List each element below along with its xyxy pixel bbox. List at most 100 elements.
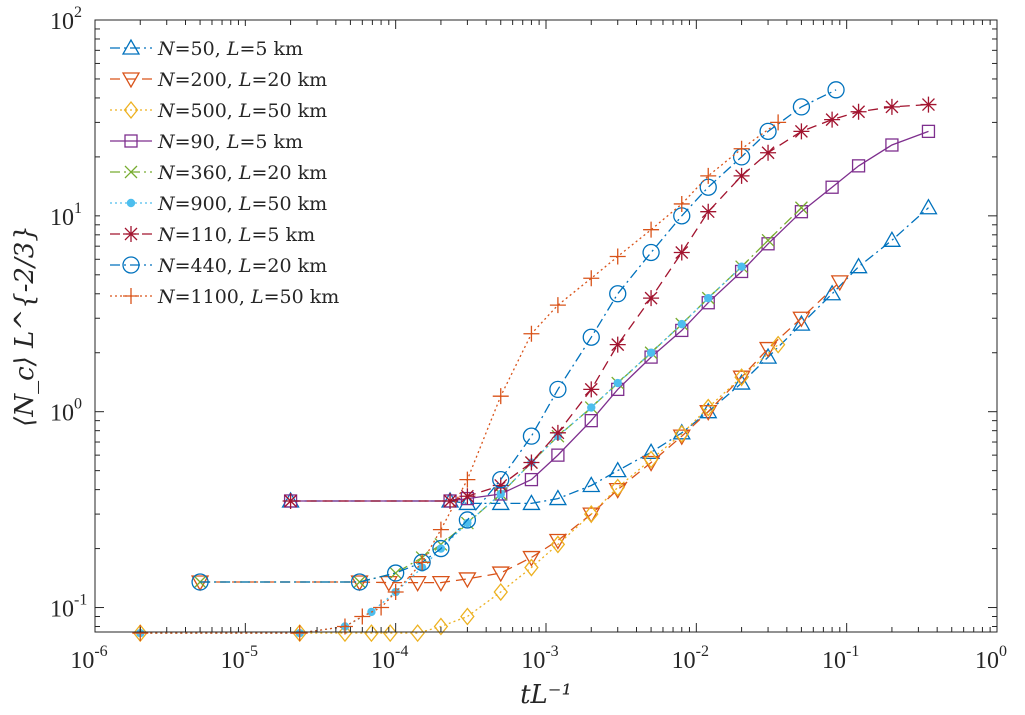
data-point	[792, 314, 811, 331]
data-point	[387, 584, 404, 601]
data-point	[677, 319, 686, 329]
data-point	[522, 550, 541, 567]
data-point	[432, 539, 450, 558]
data-point	[522, 494, 541, 511]
data-point	[433, 617, 449, 636]
data-point	[827, 81, 845, 99]
data-point	[496, 489, 505, 499]
data-point	[582, 328, 600, 346]
x-axis-label: tL⁻¹	[520, 680, 572, 710]
data-point	[700, 203, 717, 220]
data-point	[587, 403, 596, 412]
data-point	[364, 624, 379, 643]
series-7	[282, 96, 937, 509]
x-tick-label: 10-6	[70, 643, 107, 674]
data-point	[551, 448, 565, 462]
data-point	[387, 564, 405, 582]
y-tick-label: 101	[50, 200, 82, 231]
data-point	[460, 607, 475, 626]
y-tick-label: 10-1	[50, 592, 87, 623]
legend-label: N=440, L=20 km	[157, 255, 327, 277]
data-point	[759, 122, 777, 141]
legend-label: N=360, L=20 km	[157, 162, 327, 184]
legend-label: N=90, L=5 km	[157, 131, 303, 153]
legend-label: N=500, L=50 km	[157, 100, 327, 122]
data-point	[643, 450, 659, 469]
legend-box	[100, 26, 370, 312]
data-point	[701, 398, 716, 417]
data-point	[442, 492, 459, 509]
series-line	[200, 89, 837, 583]
data-point	[582, 476, 601, 493]
data-point	[549, 380, 567, 399]
y-tick-label: 100	[50, 396, 82, 427]
data-point	[704, 293, 713, 303]
data-point	[641, 443, 661, 459]
data-point	[549, 297, 566, 314]
legend-label: N=200, L=20 km	[157, 69, 327, 91]
data-point	[761, 237, 775, 251]
legend-item: N=1100, L=50 km	[110, 286, 339, 308]
data-point	[191, 573, 209, 591]
data-point	[582, 507, 601, 524]
data-point	[824, 111, 841, 128]
data-point	[523, 454, 540, 471]
legend-item: N=900, L=50 km	[110, 193, 327, 215]
data-point	[609, 248, 626, 265]
data-point	[550, 535, 566, 554]
data-point	[389, 566, 403, 580]
data-point	[794, 205, 809, 219]
legend-marker	[121, 72, 141, 89]
data-point	[491, 566, 510, 583]
data-point	[408, 575, 427, 592]
data-point	[373, 599, 390, 616]
legend-item: N=90, L=5 km	[110, 131, 303, 153]
data-point	[414, 554, 431, 571]
legend-marker	[124, 134, 138, 148]
data-point	[737, 262, 746, 271]
data-point	[734, 368, 749, 387]
data-point	[822, 284, 842, 301]
legend-marker	[121, 38, 141, 55]
data-point	[851, 159, 866, 173]
data-point	[458, 494, 477, 511]
data-point	[492, 388, 509, 405]
data-point	[609, 336, 626, 353]
data-point	[883, 98, 900, 115]
data-point	[431, 575, 451, 592]
data-point	[643, 221, 660, 238]
data-point	[190, 575, 210, 592]
legend-marker	[124, 165, 138, 179]
data-point	[919, 198, 938, 215]
series-9	[132, 114, 787, 642]
data-point	[674, 424, 689, 443]
series-line	[290, 103, 929, 502]
x-tick-label: 10-1	[822, 643, 859, 674]
data-point	[491, 494, 510, 511]
data-point	[584, 505, 599, 524]
data-point	[492, 470, 510, 489]
data-point	[794, 201, 808, 215]
data-point	[583, 270, 600, 287]
data-point	[830, 275, 849, 292]
data-point	[609, 285, 627, 303]
legend-item: N=110, L=5 km	[110, 224, 315, 246]
data-point	[459, 471, 476, 488]
data-point	[608, 461, 627, 478]
axis-labels: tL⁻¹ ⟨N_c⟩ L^{-2/3}	[10, 225, 572, 710]
data-point	[350, 573, 369, 591]
data-point	[282, 492, 299, 509]
data-point	[613, 378, 622, 388]
data-point	[758, 347, 778, 364]
data-point	[882, 231, 902, 247]
data-point	[350, 575, 369, 592]
data-point	[673, 244, 690, 261]
data-point	[761, 233, 775, 247]
data-point	[732, 370, 751, 387]
data-point	[548, 489, 568, 506]
data-point	[673, 195, 690, 212]
x-tick-label: 10-4	[371, 643, 408, 674]
data-point	[770, 114, 787, 131]
x-tick-label: 100	[975, 643, 1007, 674]
legend-marker	[126, 198, 136, 208]
